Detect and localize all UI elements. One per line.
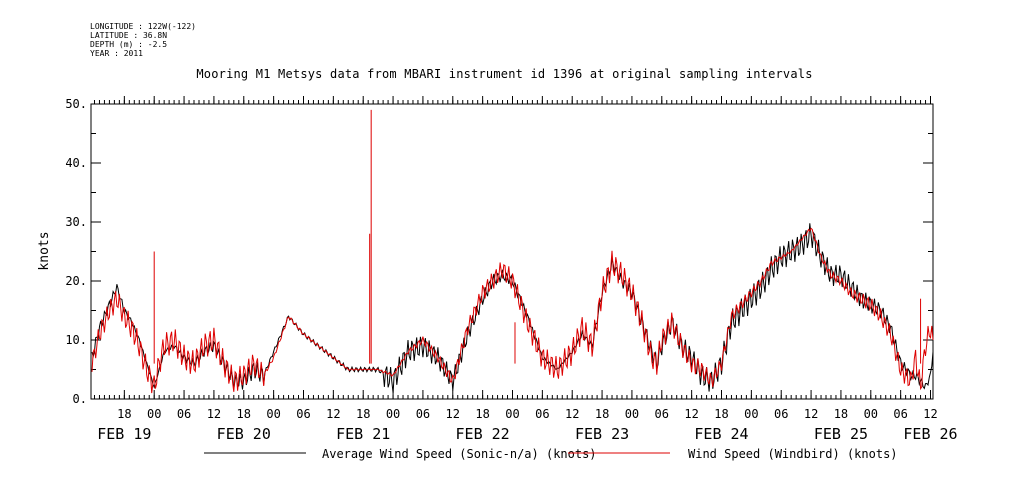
x-day-label: FEB 26 <box>903 425 957 443</box>
x-tick-label: 18 <box>356 407 370 421</box>
x-tick-label: 18 <box>117 407 131 421</box>
x-tick-label: 06 <box>177 407 191 421</box>
x-day-label: FEB 22 <box>456 425 510 443</box>
legend: Average Wind Speed (Sonic-n/a) (knots) W… <box>204 447 898 461</box>
metadata-block: LONGITUDE : 122W(-122) LATITUDE : 36.8N … <box>90 22 196 58</box>
y-tick-label: 30. <box>65 215 87 229</box>
y-tick-label: 20. <box>65 274 87 288</box>
series-layer <box>91 109 934 394</box>
legend-label-average-wind-speed: Average Wind Speed (Sonic-n/a) (knots) <box>322 447 597 461</box>
x-tick-label: 00 <box>386 407 400 421</box>
series-line-0 <box>91 223 934 394</box>
x-tick-label: 18 <box>834 407 848 421</box>
x-tick-label: 12 <box>565 407 579 421</box>
series-line-1 <box>91 227 934 394</box>
x-tick-label: 00 <box>505 407 519 421</box>
x-tick-label: 18 <box>714 407 728 421</box>
x-tick-label: 06 <box>893 407 907 421</box>
meta-line-year: YEAR : 2011 <box>90 49 143 58</box>
chart-title: Mooring M1 Metsys data from MBARI instru… <box>196 67 813 81</box>
x-tick-label: 06 <box>296 407 310 421</box>
x-tick-label: 00 <box>744 407 758 421</box>
y-axis-label: knots <box>37 231 52 270</box>
x-tick-label: 12 <box>207 407 221 421</box>
x-tick-label: 06 <box>416 407 430 421</box>
x-tick-label: 12 <box>684 407 698 421</box>
x-tick-label: 06 <box>535 407 549 421</box>
y-tick-label: 10. <box>65 333 87 347</box>
x-day-label: FEB 24 <box>694 425 748 443</box>
x-tick-label: 12 <box>446 407 460 421</box>
x-day-label: FEB 23 <box>575 425 629 443</box>
y-tick-label: 40. <box>65 156 87 170</box>
x-tick-label: 06 <box>774 407 788 421</box>
y-tick-label: 0. <box>73 392 87 406</box>
x-tick-label: 18 <box>475 407 489 421</box>
x-tick-label: 12 <box>804 407 818 421</box>
x-tick-label: 12 <box>923 407 937 421</box>
x-tick-label: 00 <box>864 407 878 421</box>
x-tick-label: 18 <box>237 407 251 421</box>
x-tick-label: 12 <box>326 407 340 421</box>
x-axis: 18 00 06 12 18 00 06 12 18 00 06 12 18 00 06 12 18 00 06 12… <box>93 96 958 443</box>
meta-line-depth: DEPTH (m) : -2.5 <box>90 40 168 49</box>
y-axis: 0. 10. 20. 30. 40. 50. <box>65 97 933 406</box>
meta-line-latitude: LATITUDE : 36.8N <box>90 31 168 40</box>
y-tick-label: 50. <box>65 97 87 111</box>
x-tick-label: 18 <box>595 407 609 421</box>
meta-line-longitude: LONGITUDE : 122W(-122) <box>90 22 196 31</box>
legend-label-wind-speed-windbird: Wind Speed (Windbird) (knots) <box>688 447 898 461</box>
x-tick-label: 00 <box>266 407 280 421</box>
x-day-label: FEB 21 <box>336 425 390 443</box>
x-tick-label: 06 <box>655 407 669 421</box>
x-day-label: FEB 20 <box>217 425 271 443</box>
x-tick-label: 00 <box>147 407 161 421</box>
x-tick-label: 00 <box>625 407 639 421</box>
x-day-label: FEB 25 <box>814 425 868 443</box>
x-day-label: FEB 19 <box>97 425 151 443</box>
